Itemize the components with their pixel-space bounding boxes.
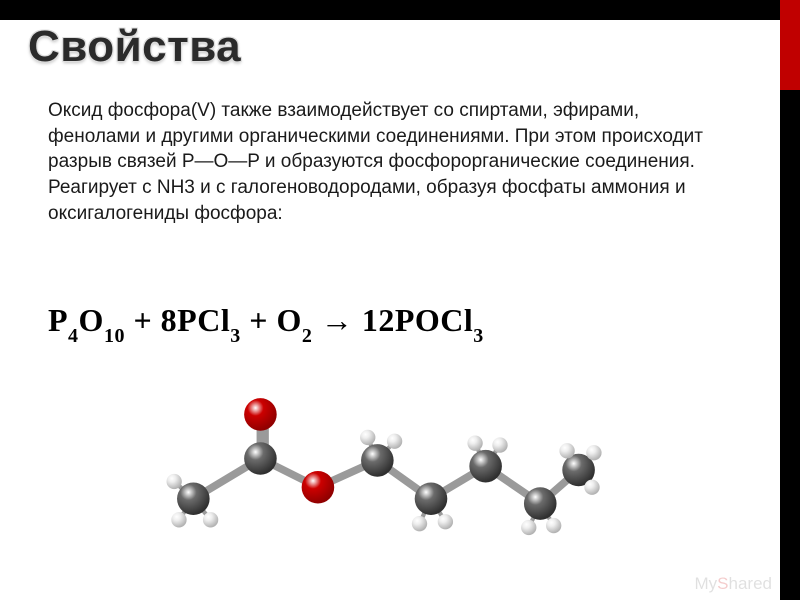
chemical-equation: P4O10 + 8PCl3 + O2 → 12POCl3 xyxy=(48,302,484,344)
slide-border-top xyxy=(0,0,800,20)
slide-body-text: Оксид фосфора(V) также взаимодействует с… xyxy=(48,98,728,226)
watermark-prefix: My xyxy=(695,574,718,593)
watermark-red-letter: S xyxy=(717,574,728,593)
watermark: MyShared xyxy=(695,574,773,594)
watermark-suffix-tail: hared xyxy=(729,574,772,593)
slide-title: Свойства xyxy=(28,22,241,72)
slide-accent-corner xyxy=(780,0,800,90)
molecule-diagram xyxy=(155,370,615,570)
slide-border-right xyxy=(780,0,800,600)
